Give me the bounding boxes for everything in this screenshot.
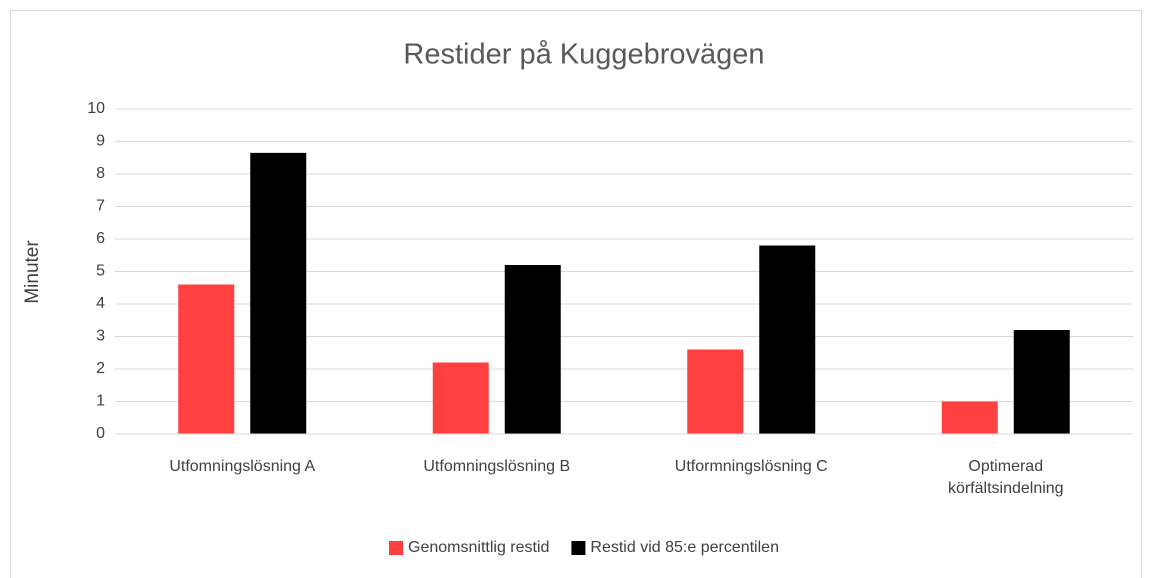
y-tick-label: 10 <box>87 100 105 117</box>
y-tick-label: 3 <box>96 328 105 345</box>
y-tick-label: 9 <box>96 133 105 150</box>
legend-label: Restid vid 85:e percentilen <box>590 539 779 556</box>
bar <box>687 349 744 434</box>
y-axis-label: Minuter <box>22 240 43 304</box>
x-tick-label: Utformningslösning C <box>674 458 828 475</box>
chart-title: Restider på Kuggebrovägen <box>403 39 764 71</box>
y-tick-label: 8 <box>96 165 105 182</box>
y-tick-label: 7 <box>96 198 105 215</box>
bar <box>1013 330 1070 434</box>
y-tick-label: 2 <box>96 360 105 377</box>
y-tick-label: 1 <box>96 393 105 410</box>
legend-label: Genomsnittlig restid <box>408 539 549 556</box>
bar <box>178 284 235 434</box>
x-tick-label: Utfomningslösning A <box>169 458 316 475</box>
y-tick-label: 0 <box>96 425 105 442</box>
bar <box>759 245 816 434</box>
legend-swatch <box>389 541 404 555</box>
y-tick-label: 5 <box>96 263 105 280</box>
x-tick-label: Optimerad körfältsindelning <box>947 458 1064 497</box>
bar <box>504 265 561 434</box>
bar <box>250 152 307 434</box>
x-tick-label: Utfomningslösning B <box>423 458 571 475</box>
bar <box>432 362 489 434</box>
legend-swatch <box>571 541 586 555</box>
y-tick-label: 6 <box>96 230 105 247</box>
y-tick-label: 4 <box>96 295 105 312</box>
bar <box>941 401 998 434</box>
